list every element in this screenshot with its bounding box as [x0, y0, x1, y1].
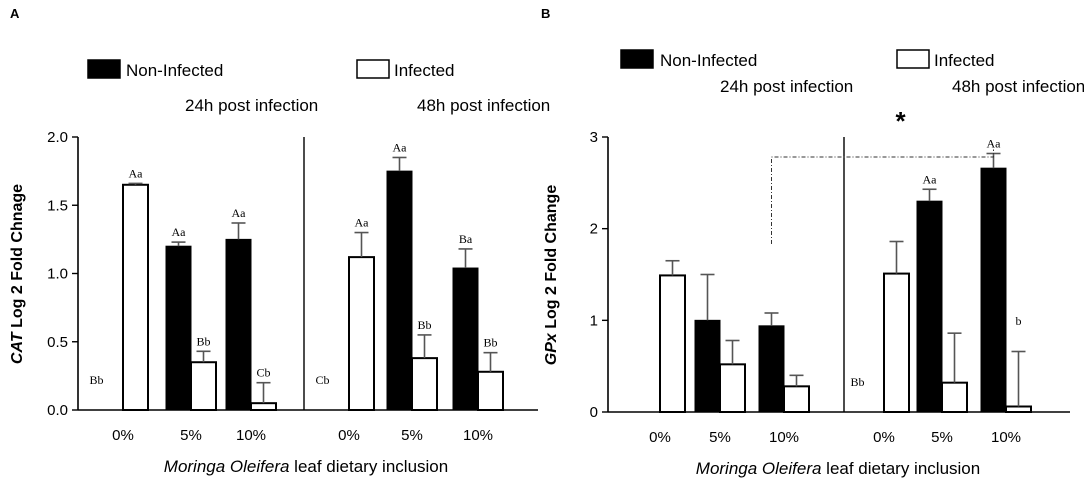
bar-infected — [190, 361, 217, 412]
x-axis-label-italic: Moringa Oleifera — [164, 457, 290, 476]
bar-infected — [719, 363, 746, 414]
x-tick-label: 5% — [931, 429, 953, 446]
legend-swatch-non-infected — [620, 49, 654, 69]
y-axis-label: GPx Log 2 Fold Change — [543, 185, 560, 366]
x-tick-label: 5% — [709, 429, 731, 446]
significance-letter: Aa — [129, 166, 144, 180]
bar-infected — [1005, 405, 1032, 413]
significance-letter: Bb — [89, 373, 103, 387]
x-tick-label: 10% — [236, 427, 266, 444]
bar-non-infected — [916, 200, 943, 413]
x-axis-label: Moringa Oleifera leaf dietary inclusion — [164, 457, 448, 476]
x-axis-label: Moringa Oleifera leaf dietary inclusion — [696, 459, 980, 478]
y-tick-label: 0 — [590, 404, 598, 421]
bar-infected — [883, 272, 910, 414]
chart-panel-b: B Non-Infected Infected 24h post infection 4… — [541, 6, 1084, 478]
y-axis-label-italic: GPx — [543, 332, 560, 365]
significance-letter: Aa — [355, 216, 370, 230]
y-tick-label: 1 — [590, 312, 598, 329]
time-label-24h: 24h post infection — [720, 77, 853, 96]
y-axis-label-text: Log 2 Fold Chnage — [9, 184, 26, 333]
significance-letter: Aa — [172, 225, 187, 239]
significance-letter: Aa — [923, 172, 938, 186]
y-tick-label: 0.5 — [47, 334, 68, 351]
significance-letter: Bb — [196, 334, 210, 348]
legend-label-infected: Infected — [934, 51, 995, 70]
y-tick-label: 1.5 — [47, 197, 68, 214]
bar-infected — [122, 183, 149, 411]
legend-swatch-non-infected — [87, 59, 121, 79]
x-axis-label-italic: Moringa Oleifera — [696, 459, 822, 478]
significance-bracket — [771, 149, 994, 244]
significance-letter: Bb — [417, 318, 431, 332]
legend-swatch-infected — [896, 49, 930, 69]
bar-non-infected — [452, 267, 479, 411]
significance-letter: Aa — [393, 140, 408, 154]
x-axis-label-text: leaf dietary inclusion — [821, 459, 980, 478]
time-label-24h: 24h post infection — [185, 96, 318, 115]
x-tick-label: 0% — [649, 429, 671, 446]
significance-letter: b — [1016, 314, 1022, 328]
x-tick-label: 5% — [401, 427, 423, 444]
y-tick-label: 0.0 — [47, 402, 68, 419]
x-tick-label: 10% — [769, 429, 799, 446]
y-tick-label: 2 — [590, 221, 598, 238]
bar-infected — [348, 256, 375, 411]
significance-letter: Bb — [483, 336, 497, 350]
y-axis-label: CAT Log 2 Fold Chnage — [9, 184, 26, 364]
significance-letter: Aa — [987, 137, 1002, 151]
time-label-48h: 48h post infection — [417, 96, 550, 115]
x-tick-label: 0% — [338, 427, 360, 444]
significance-letter: Aa — [232, 206, 247, 220]
time-label-48h: 48h post infection — [952, 77, 1084, 96]
legend-label-non-infected: Non-Infected — [126, 61, 223, 80]
bar-infected — [250, 402, 277, 411]
x-axis-label-text: leaf dietary inclusion — [289, 457, 448, 476]
legend-label-non-infected: Non-Infected — [660, 51, 757, 70]
x-tick-label: 0% — [112, 427, 134, 444]
bar-infected — [477, 370, 504, 411]
significance-star: * — [895, 106, 906, 136]
y-tick-label: 2.0 — [47, 129, 68, 146]
legend-label-infected: Infected — [394, 61, 455, 80]
significance-letter: Ba — [459, 232, 473, 246]
bar-non-infected — [225, 238, 252, 411]
bar-infected — [659, 274, 686, 413]
panel-label: B — [541, 6, 550, 21]
x-tick-label: 0% — [873, 429, 895, 446]
y-axis-label-text: Log 2 Fold Change — [543, 185, 560, 334]
y-tick-label: 3 — [590, 129, 598, 146]
bar-non-infected — [694, 319, 721, 413]
y-tick-label: 1.0 — [47, 266, 68, 283]
panel-label: A — [10, 6, 20, 21]
bar-infected — [941, 381, 968, 413]
bar-non-infected — [758, 325, 785, 413]
bar-non-infected — [980, 167, 1007, 413]
x-tick-label: 10% — [991, 429, 1021, 446]
x-tick-label: 5% — [180, 427, 202, 444]
bar-non-infected — [386, 170, 413, 411]
chart-panel-a: A Non-Infected Infected 24h post infection 4… — [9, 6, 550, 476]
significance-letter: Cb — [315, 373, 329, 387]
bar-infected — [411, 357, 438, 412]
bar-non-infected — [165, 245, 192, 411]
significance-letter: Bb — [850, 375, 864, 389]
x-tick-label: 10% — [463, 427, 493, 444]
y-axis-label-italic: CAT — [9, 331, 26, 364]
legend-swatch-infected — [356, 59, 390, 79]
bar-infected — [783, 385, 810, 414]
significance-letter: Cb — [256, 366, 270, 380]
